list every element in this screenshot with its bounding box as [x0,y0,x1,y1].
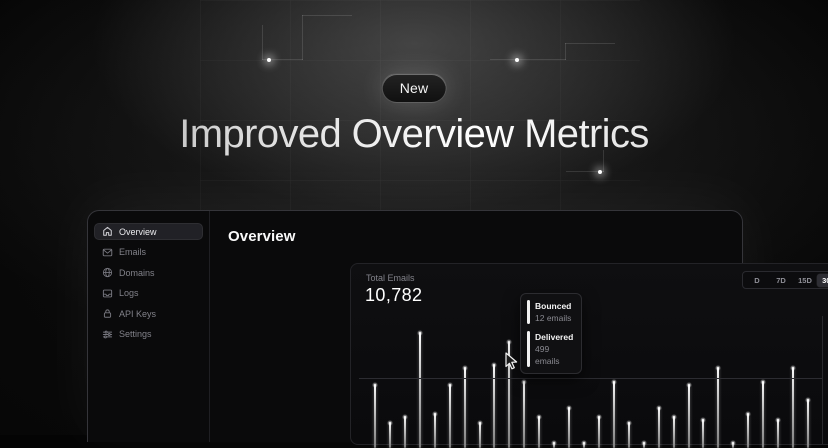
background-grid [200,0,640,210]
bar[interactable] [566,405,573,448]
bar[interactable] [416,330,423,448]
sidebar-item-label: Domains [119,267,155,278]
sidebar: Overview Emails Domains Logs API Keys Se… [88,211,210,442]
bar[interactable] [491,361,498,448]
main-panel: Overview Total Emails 10,782 D 7D 15D 30… [210,211,828,448]
tooltip-label: Bounced [535,301,572,311]
bar[interactable] [775,417,782,448]
sidebar-item-label: Emails [119,247,147,257]
deco-glow-dot [598,169,602,174]
bar[interactable] [595,414,602,448]
sidebar-item-emails[interactable]: Emails [94,244,203,261]
bar-hovered[interactable] [506,338,513,448]
bar[interactable] [640,440,647,448]
deco-line [490,59,566,60]
sidebar-item-domains[interactable]: Domains [94,264,203,281]
bar[interactable] [804,396,811,448]
range-selector: D 7D 15D 30D [742,271,828,289]
page-title: Overview [228,228,296,245]
bar[interactable] [745,411,752,448]
y-axis-line [822,316,823,444]
mail-icon [102,248,113,256]
sidebar-item-logs[interactable]: Logs [94,285,203,302]
bar[interactable] [655,405,662,448]
sidebar-item-label: API Keys [119,308,157,319]
bar[interactable] [446,382,453,448]
bar[interactable] [685,382,692,448]
tooltip-value: 499 emails [535,344,560,366]
hero-title: Improved Overview Metrics [0,112,828,157]
sidebar-item-overview[interactable]: Overview [94,223,203,240]
tooltip-label: Delivered [535,332,574,342]
bar[interactable] [610,379,617,448]
bar[interactable] [521,379,528,448]
bar[interactable] [715,364,722,448]
lock-icon [103,309,112,318]
bar[interactable] [730,440,737,448]
deco-glow-dot [267,57,271,62]
bar[interactable] [431,411,438,448]
bar[interactable] [790,364,797,448]
sidebar-item-settings[interactable]: Settings [94,326,203,343]
tooltip-row-bounced: Bounced 12 emails [527,300,574,324]
chart-tooltip: Bounced 12 emails Delivered 499 emails [520,293,582,374]
bar[interactable] [372,382,378,448]
range-option-7d[interactable]: 7D [769,274,793,287]
bar-chart [359,316,822,448]
tooltip-accent-bar [527,331,530,367]
deco-glow-dot [515,57,519,62]
range-option-30d[interactable]: 30D [817,273,828,287]
bar[interactable] [700,417,707,448]
sidebar-item-label: Overview [119,226,157,237]
bar[interactable] [760,379,767,448]
hover-reference-line [359,378,822,379]
sidebar-item-api-keys[interactable]: API Keys [94,305,203,322]
deco-line [565,43,566,60]
bar[interactable] [670,414,677,448]
metric-label: Total Emails [366,273,415,283]
bar[interactable] [581,440,588,448]
home-icon [103,226,112,236]
tooltip-value: 12 emails [535,313,572,323]
deco-line [262,25,263,60]
deco-line [262,59,303,60]
deco-line [565,43,615,44]
new-badge-label: New [399,80,429,96]
sliders-icon [102,330,113,338]
bar[interactable] [536,414,543,448]
mouse-cursor-icon [505,352,518,370]
bar[interactable] [461,364,468,448]
tooltip-row-delivered: Delivered 499 emails [527,331,574,367]
new-badge: New [381,73,447,103]
sidebar-item-label: Settings [119,329,152,339]
inbox-icon [102,289,113,297]
total-emails-card: Total Emails 10,782 D 7D 15D 30D 40 30 2… [350,263,828,448]
tooltip-accent-bar [527,300,530,324]
dashboard-window: Overview Emails Domains Logs API Keys Se… [87,210,828,448]
globe-icon [102,267,113,278]
range-option-15d[interactable]: 15D [793,274,817,287]
deco-line [302,15,352,16]
deco-line [603,150,604,172]
deco-line [302,15,303,60]
deco-line [566,171,604,172]
range-option-d[interactable]: D [745,274,769,287]
bar[interactable] [551,440,558,448]
bar[interactable] [401,414,408,448]
sidebar-item-label: Logs [119,288,139,298]
metric-value: 10,782 [365,285,423,305]
